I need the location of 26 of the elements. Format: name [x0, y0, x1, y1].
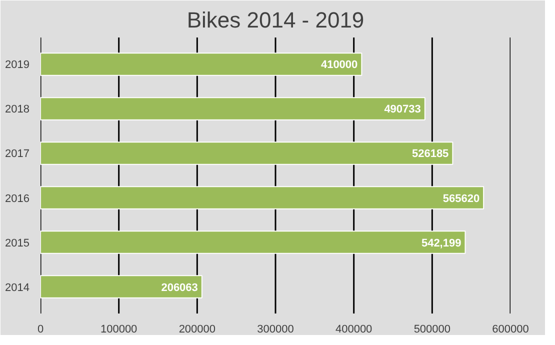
data-label: 542,199 — [421, 237, 462, 250]
y-tick-label: 2019 — [5, 59, 30, 72]
chart-title: Bikes 2014 - 2019 — [186, 8, 364, 32]
x-tick-label: 100000 — [100, 324, 138, 336]
data-label: 410000 — [320, 59, 358, 72]
data-label: 565620 — [442, 192, 480, 205]
data-label: 206063 — [161, 282, 198, 294]
data-label: 490733 — [384, 104, 421, 116]
y-tick-label: 2018 — [5, 104, 30, 116]
bar — [40, 275, 202, 298]
x-tick-label: 500000 — [414, 324, 451, 336]
y-tick-label: 2016 — [5, 192, 30, 205]
bar — [40, 52, 362, 76]
bar — [40, 142, 454, 165]
y-tick-label: 2017 — [5, 148, 30, 160]
x-tick-label: 600000 — [492, 324, 529, 336]
x-tick-label: 300000 — [257, 324, 294, 336]
bar — [40, 230, 466, 254]
bar — [40, 97, 426, 120]
x-tick-label: 200000 — [178, 324, 216, 336]
bar — [40, 186, 484, 210]
y-tick-label: 2015 — [5, 237, 30, 250]
y-tick-label: 2014 — [5, 282, 30, 294]
x-tick-label: 400000 — [335, 324, 372, 336]
x-tick-label: 0 — [37, 324, 44, 336]
data-label: 526185 — [412, 148, 449, 160]
